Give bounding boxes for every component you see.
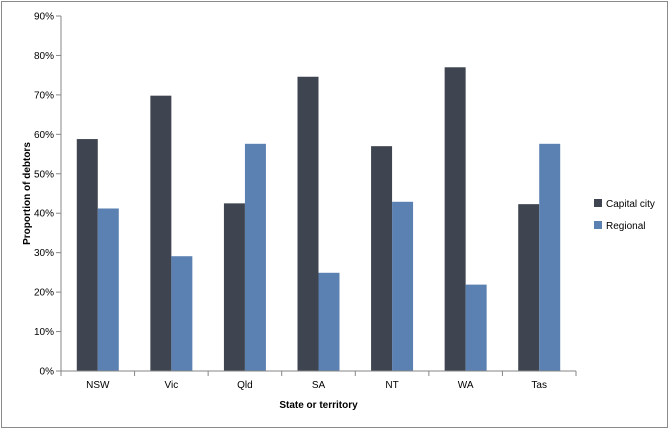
y-tick-label: 0%	[40, 367, 55, 378]
y-tick-label: 90%	[34, 12, 54, 23]
bar-regional-sa	[318, 272, 340, 371]
bar-capital-city-nt	[371, 146, 393, 371]
bar-regional-qld	[244, 143, 266, 371]
bar-capital-city-nsw	[76, 139, 98, 371]
x-tick-label: WA	[458, 380, 474, 391]
y-tick-label: 60%	[34, 130, 54, 141]
x-tick-label: SA	[312, 380, 326, 391]
bar-regional-tas	[539, 143, 561, 371]
x-tick-label: Vic	[164, 380, 178, 391]
bar-regional-wa	[465, 284, 487, 371]
legend-swatch-regional	[594, 221, 602, 229]
y-tick-label: 80%	[34, 51, 54, 62]
bar-capital-city-tas	[518, 204, 540, 371]
x-tick-label: NT	[385, 380, 398, 391]
bar-capital-city-qld	[223, 203, 245, 371]
y-tick-label: 50%	[34, 169, 54, 180]
legend-label-capital-city: Capital city	[606, 199, 655, 210]
x-tick-label: NSW	[86, 380, 110, 391]
y-tick-label: 70%	[34, 90, 54, 101]
bar-regional-nsw	[97, 208, 119, 371]
bar-capital-city-vic	[150, 95, 172, 371]
x-tick-label: Qld	[237, 380, 253, 391]
bar-capital-city-sa	[297, 76, 319, 371]
y-tick-label: 40%	[34, 209, 54, 220]
bar-regional-nt	[392, 201, 414, 371]
y-tick-label: 10%	[34, 327, 54, 338]
x-tick-label: Tas	[531, 380, 547, 391]
y-tick-label: 30%	[34, 248, 54, 259]
bars	[76, 67, 561, 372]
legend-swatch-capital-city	[594, 199, 602, 207]
legend: Capital city Regional	[594, 199, 655, 232]
legend-label-regional: Regional	[606, 221, 645, 232]
y-tick-label: 20%	[34, 288, 54, 299]
y-axis-ticks: 0% 10% 20% 30% 40% 50% 60% 70% 80% 90%	[34, 12, 61, 378]
x-axis-title: State or territory	[279, 400, 358, 411]
y-axis-title: Proportion of debtors	[22, 142, 33, 245]
bar-regional-vic	[171, 256, 193, 371]
x-axis-ticks: NSW Vic Qld SA NT WA Tas	[60, 371, 577, 391]
bar-capital-city-wa	[444, 67, 466, 372]
